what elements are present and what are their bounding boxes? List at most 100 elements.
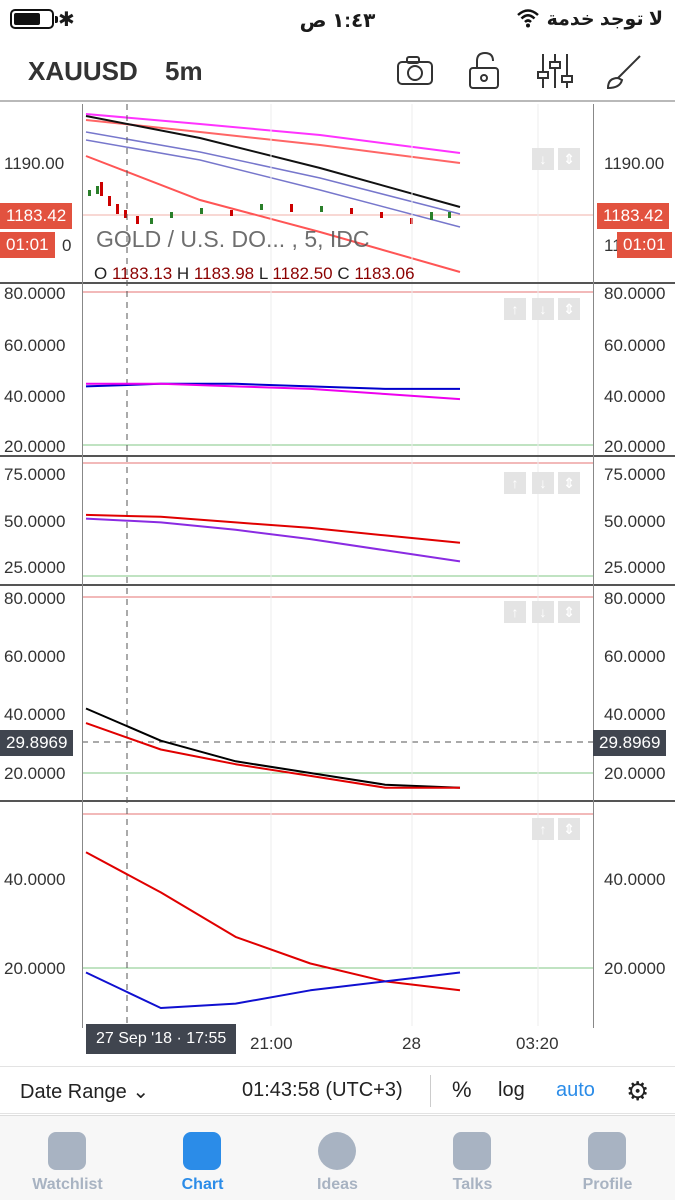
pane-4-series-2-line — [85, 722, 460, 789]
candle — [124, 210, 127, 218]
crosshair-value-tag-right: 29.8969 — [593, 730, 667, 756]
pane5-left-label: 20.0000 — [4, 959, 66, 978]
brush-icon[interactable] — [604, 50, 646, 92]
pane3-left-label: 75.0000 — [4, 465, 66, 484]
interval-button[interactable]: 5m — [165, 56, 203, 86]
carrier-label: لا توجد خدمة — [546, 9, 663, 30]
pane4-left-label: 20.0000 — [4, 764, 66, 783]
pane-4-series-1-line — [85, 707, 461, 789]
pane3-left-label: 25.0000 — [4, 558, 66, 577]
symbol-button[interactable]: XAUUSD — [28, 56, 138, 86]
blue-channel-upper-line — [85, 131, 461, 215]
pane3-right-label: 50.0000 — [604, 512, 666, 531]
percent-scale-button[interactable]: % — [452, 1077, 472, 1102]
date-range-button[interactable]: Date Range ⌄ — [20, 1081, 150, 1103]
pane-move-down-button[interactable]: ↓ — [532, 472, 554, 494]
candle — [200, 208, 203, 214]
chart-svg[interactable] — [0, 104, 675, 1052]
indicator-pane-5 — [82, 813, 593, 969]
pane2-left-label: 80.0000 — [4, 284, 66, 303]
chart-canvas[interactable]: GOLD / U.S. DO... , 5, IDC O 1183.13 H 1… — [0, 104, 675, 1052]
status-time: ١:٤٣ ص — [299, 10, 376, 32]
pane-move-down-button[interactable]: ↓ — [532, 601, 554, 623]
x-axis-tick: 21:00 — [250, 1034, 293, 1053]
pane3-left-label: 50.0000 — [4, 512, 66, 531]
pane2-left-label: 20.0000 — [4, 437, 66, 456]
pane-maximize-button[interactable]: ⇕ — [558, 818, 580, 840]
pane-3-series-2-line — [85, 517, 461, 563]
tab-watchlist[interactable]: Watchlist — [0, 1116, 135, 1201]
pane-5-series-2-line — [85, 971, 461, 1009]
pane2-right-label: 80.0000 — [604, 284, 666, 303]
tab-talks[interactable]: Talks — [405, 1116, 540, 1201]
unlock-icon[interactable] — [464, 50, 506, 92]
indicator-pane-4 — [82, 596, 593, 774]
toolbar-divider — [430, 1075, 431, 1107]
chevron-down-icon: ⌄ — [132, 1081, 150, 1103]
tab-chart[interactable]: Chart — [135, 1116, 270, 1201]
indicator-pane-3 — [82, 462, 593, 577]
last-price-tag-left: 1183.42 — [0, 203, 73, 229]
pane-move-down-button[interactable]: ↓ — [532, 148, 554, 170]
candle — [320, 206, 323, 212]
pane-separator[interactable] — [0, 455, 675, 457]
bluetooth-icon: ✱ — [58, 9, 75, 31]
tab-profile[interactable]: Profile — [540, 1116, 675, 1201]
pane4-right-label: 20.0000 — [604, 764, 666, 783]
pane3-right-label: 75.0000 — [604, 465, 666, 484]
candle — [350, 208, 353, 214]
candle — [88, 190, 91, 196]
candle — [448, 212, 451, 218]
pane-move-up-button[interactable]: ↑ — [504, 472, 526, 494]
auto-scale-button[interactable]: auto — [556, 1079, 595, 1101]
battery-icon — [10, 9, 58, 29]
pane-maximize-button[interactable]: ⇕ — [558, 298, 580, 320]
pane-separator[interactable] — [0, 584, 675, 586]
pane-move-up-button[interactable]: ↑ — [532, 818, 554, 840]
pane2-left-label: 40.0000 — [4, 387, 66, 406]
pane5-left-label: 40.0000 — [4, 870, 66, 889]
pane-maximize-button[interactable]: ⇕ — [558, 601, 580, 623]
right-axis-border — [593, 104, 594, 1028]
candle — [100, 182, 103, 196]
blue-channel-lower-line — [85, 139, 461, 228]
gear-icon[interactable]: ⚙ — [626, 1076, 650, 1106]
pane-move-up-button[interactable]: ↑ — [504, 601, 526, 623]
log-scale-button[interactable]: log — [498, 1079, 525, 1101]
pane-3-series-1-line — [85, 513, 461, 544]
tab-bar: Watchlist Chart Ideas Talks Profile — [0, 1115, 675, 1200]
pane-separator[interactable] — [0, 800, 675, 802]
camera-icon[interactable] — [394, 50, 436, 92]
pane2-left-label: 60.0000 — [4, 336, 66, 355]
pane-maximize-button[interactable]: ⇕ — [558, 472, 580, 494]
price-axis-left-label: 1190.00 — [4, 154, 65, 173]
x-axis-tick: 28 — [402, 1034, 421, 1053]
candle — [380, 212, 383, 218]
clock-timezone[interactable]: 01:43:58 (UTC+3) — [242, 1079, 403, 1101]
candle — [116, 204, 119, 214]
pane-2-series-2-line — [86, 382, 461, 401]
pane-move-down-button[interactable]: ↓ — [532, 298, 554, 320]
pane4-right-label: 80.0000 — [604, 589, 666, 608]
pane2-right-label: 40.0000 — [604, 387, 666, 406]
wifi-icon — [517, 9, 539, 28]
candle — [260, 204, 263, 210]
pane-separator[interactable] — [0, 282, 675, 284]
pane4-left-label: 40.0000 — [4, 705, 66, 724]
crosshair-value-tag-left: 29.8969 — [0, 730, 74, 756]
price-pane — [82, 113, 593, 273]
pane-maximize-button[interactable]: ⇕ — [558, 148, 580, 170]
pane-move-up-button[interactable]: ↑ — [504, 298, 526, 320]
sliders-icon[interactable] — [534, 50, 576, 92]
lightbulb-icon — [318, 1132, 356, 1170]
indicator-pane-2 — [82, 291, 593, 446]
candle — [230, 210, 233, 216]
chat-bubble-icon — [453, 1132, 491, 1170]
pane4-left-label: 60.0000 — [4, 647, 66, 666]
pane4-right-label: 40.0000 — [604, 705, 666, 724]
candle — [96, 186, 99, 194]
magenta-regression-line — [85, 113, 461, 154]
candle — [430, 212, 433, 220]
candle — [136, 216, 139, 224]
tab-ideas[interactable]: Ideas — [270, 1116, 405, 1201]
